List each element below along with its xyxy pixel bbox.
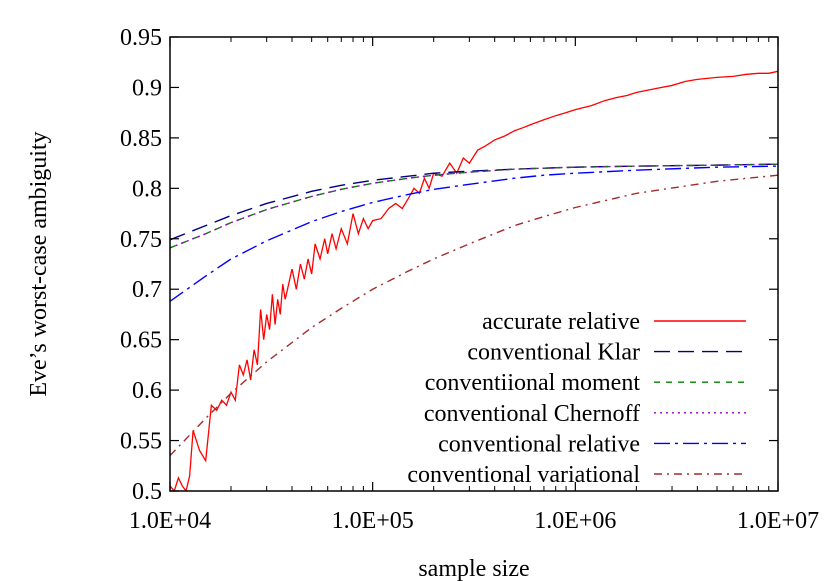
x-tick-label: 1.0E+07 — [737, 508, 819, 534]
x-tick-label: 1.0E+04 — [129, 508, 211, 534]
series-line-conventional-variational — [170, 174, 778, 457]
series-line-conventional-relative — [170, 165, 778, 302]
y-tick-label: 0.7 — [132, 277, 162, 303]
series-line-conventional-chernoff — [170, 163, 778, 249]
y-tick-label: 0.85 — [120, 126, 162, 152]
y-tick-label: 0.55 — [120, 429, 162, 455]
y-tick-label: 0.95 — [120, 25, 162, 51]
y-tick-label: 0.5 — [132, 479, 162, 505]
legend-label-conventional-chernoff: conventional Chernoff — [424, 401, 640, 427]
x-tick-label: 1.0E+06 — [534, 508, 616, 534]
y-tick-label: 0.65 — [120, 328, 162, 354]
legend-label-conventiional-moment: conventiional moment — [425, 370, 641, 396]
series-line-conventional-klar — [170, 163, 778, 241]
legend-label-conventional-relative: conventional relative — [438, 431, 640, 457]
legend-label-conventional-variational: conventional variational — [407, 462, 640, 488]
x-tick-label: 1.0E+05 — [332, 508, 414, 534]
series-line-accurate-relative — [170, 70, 778, 491]
y-axis-label: Eve’s worst-case ambiguity — [26, 131, 52, 396]
legend-label-accurate-relative: accurate relative — [482, 309, 640, 335]
legend: accurate relative conventional Klar conven… — [407, 309, 746, 488]
y-tick-label: 0.6 — [132, 378, 162, 404]
plot-frame — [169, 36, 779, 492]
x-axis-label: sample size — [418, 556, 529, 581]
axis-ticks: 0.5 0.55 0.6 0.65 0.7 0.75 0.8 0.85 0.9 0.95 1.0E+… — [120, 25, 819, 534]
y-tick-label: 0.9 — [132, 75, 162, 101]
series-layer — [170, 70, 778, 491]
legend-label-conventional-klar: conventional Klar — [467, 340, 640, 366]
y-tick-label: 0.75 — [120, 227, 162, 253]
y-tick-label: 0.8 — [132, 176, 162, 202]
